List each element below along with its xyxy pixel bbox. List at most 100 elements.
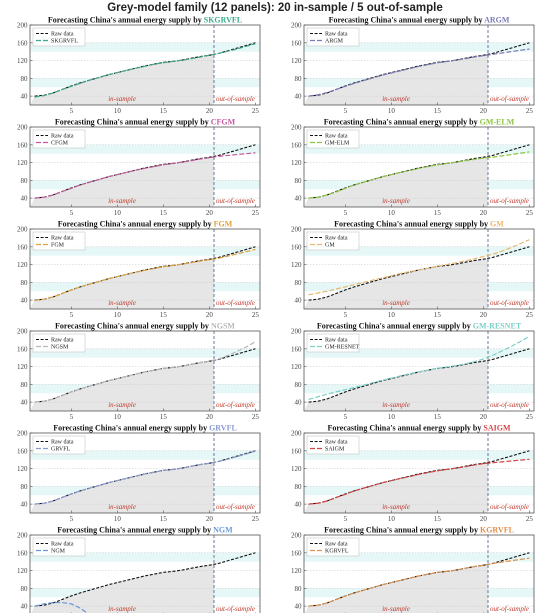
legend-box — [32, 435, 86, 455]
band-upper — [304, 552, 534, 562]
y-tick-label: 40 — [295, 297, 303, 305]
model-line — [308, 48, 530, 97]
y-tick-label: 120 — [291, 159, 302, 167]
x-tick-label: 20 — [206, 107, 214, 115]
x-tick-label: 10 — [114, 209, 122, 217]
model-line — [308, 335, 530, 401]
y-tick-label: 120 — [17, 465, 28, 473]
in-sample-label: in-sample — [108, 401, 136, 409]
band-upper — [30, 42, 260, 52]
band-upper — [30, 246, 260, 256]
y-tick-label: 80 — [21, 483, 29, 491]
in-sample-area — [31, 564, 214, 613]
axes-frame — [303, 534, 535, 613]
model-line — [34, 341, 256, 403]
panel-title: Forecasting China's annual energy supply… — [57, 526, 233, 535]
model-line — [308, 151, 530, 199]
legend-model-label: GRVFL — [51, 447, 71, 453]
panel-title: Forecasting China's annual energy supply… — [48, 16, 242, 25]
y-tick-label: 160 — [17, 141, 28, 149]
x-tick-label: 15 — [434, 515, 442, 523]
x-tick-label: 5 — [70, 107, 74, 115]
legend-box — [32, 333, 86, 353]
model-line — [308, 458, 530, 505]
x-tick-label: 20 — [480, 515, 488, 523]
out-of-sample-label: out-of-sample — [216, 197, 255, 205]
model-line — [308, 239, 530, 296]
in-sample-label: in-sample — [382, 503, 410, 511]
x-tick-label: 25 — [526, 311, 534, 319]
y-tick-label: 120 — [17, 261, 28, 269]
axes-frame — [303, 228, 535, 310]
legend-raw-label: Raw data — [51, 440, 74, 446]
x-tick-label: 20 — [480, 209, 488, 217]
legend-raw-label: Raw data — [325, 134, 348, 140]
x-tick-label: 10 — [388, 209, 396, 217]
model-line — [34, 152, 256, 199]
x-tick-label: 15 — [160, 515, 168, 523]
x-tick-label: 5 — [70, 413, 74, 421]
plot-area — [30, 535, 260, 613]
legend-box — [32, 231, 86, 251]
panel-title: Forecasting China's annual energy supply… — [334, 220, 504, 229]
legend-model-label: ARGM — [325, 39, 344, 45]
y-tick-label: 120 — [17, 57, 28, 65]
y-tick-label: 200 — [17, 430, 28, 438]
y-tick-label: 40 — [295, 399, 303, 407]
y-tick-label: 200 — [291, 328, 302, 336]
model-line — [34, 248, 256, 302]
out-of-sample-label: out-of-sample — [216, 401, 255, 409]
y-tick-label: 40 — [21, 297, 29, 305]
in-sample-area — [304, 360, 488, 411]
panel-title: Forecasting China's annual energy supply… — [55, 322, 235, 331]
x-tick-label: 15 — [434, 209, 442, 217]
y-tick-label: 120 — [291, 261, 302, 269]
y-tick-label: 160 — [291, 345, 302, 353]
panel-fgm: Forecasting China's annual energy supply… — [17, 220, 261, 319]
x-tick-label: 25 — [526, 515, 534, 523]
x-tick-label: 10 — [114, 515, 122, 523]
band-upper — [304, 246, 534, 256]
y-tick-label: 120 — [17, 159, 28, 167]
y-tick-label: 80 — [295, 483, 303, 491]
y-tick-label: 200 — [291, 226, 302, 234]
x-tick-label: 5 — [70, 209, 74, 217]
in-sample-area — [30, 54, 214, 105]
out-of-sample-label: out-of-sample — [216, 299, 255, 307]
y-tick-label: 160 — [291, 549, 302, 557]
legend-box — [306, 537, 360, 557]
legend-model-label: GM — [325, 243, 335, 249]
y-tick-label: 40 — [21, 399, 29, 407]
in-sample-label: in-sample — [382, 197, 410, 205]
x-tick-label: 5 — [70, 515, 74, 523]
axes-frame — [29, 432, 261, 514]
legend-raw-label: Raw data — [51, 236, 74, 242]
band-upper — [304, 348, 534, 358]
plot-area — [304, 25, 534, 105]
raw-data-line — [308, 246, 530, 301]
in-sample-label: in-sample — [382, 401, 410, 409]
panel-saigm: Forecasting China's annual energy supply… — [291, 424, 535, 523]
x-tick-label: 20 — [206, 209, 214, 217]
x-tick-label: 15 — [160, 209, 168, 217]
legend-raw-label: Raw data — [325, 32, 348, 38]
in-sample-label: in-sample — [382, 95, 410, 103]
axes-frame — [303, 330, 535, 412]
plot-area — [304, 331, 534, 411]
y-tick-label: 160 — [17, 39, 28, 47]
x-tick-label: 10 — [388, 311, 396, 319]
panel-skgrvfl: Forecasting China's annual energy supply… — [17, 16, 261, 115]
model-line — [308, 557, 530, 607]
legend-model-label: SAIGM — [325, 447, 345, 453]
band-upper — [30, 144, 260, 154]
figure-title: Grey-model family (12 panels): 20 in-sam… — [107, 2, 443, 14]
legend-model-label: KGRVFL — [325, 549, 349, 555]
panel-title: Forecasting China's annual energy supply… — [324, 118, 515, 127]
y-tick-label: 80 — [21, 177, 29, 185]
y-tick-label: 160 — [17, 345, 28, 353]
x-tick-label: 25 — [252, 413, 260, 421]
in-sample-label: in-sample — [108, 197, 136, 205]
y-tick-label: 160 — [17, 243, 28, 251]
y-tick-label: 120 — [291, 465, 302, 473]
y-tick-label: 120 — [291, 57, 302, 65]
